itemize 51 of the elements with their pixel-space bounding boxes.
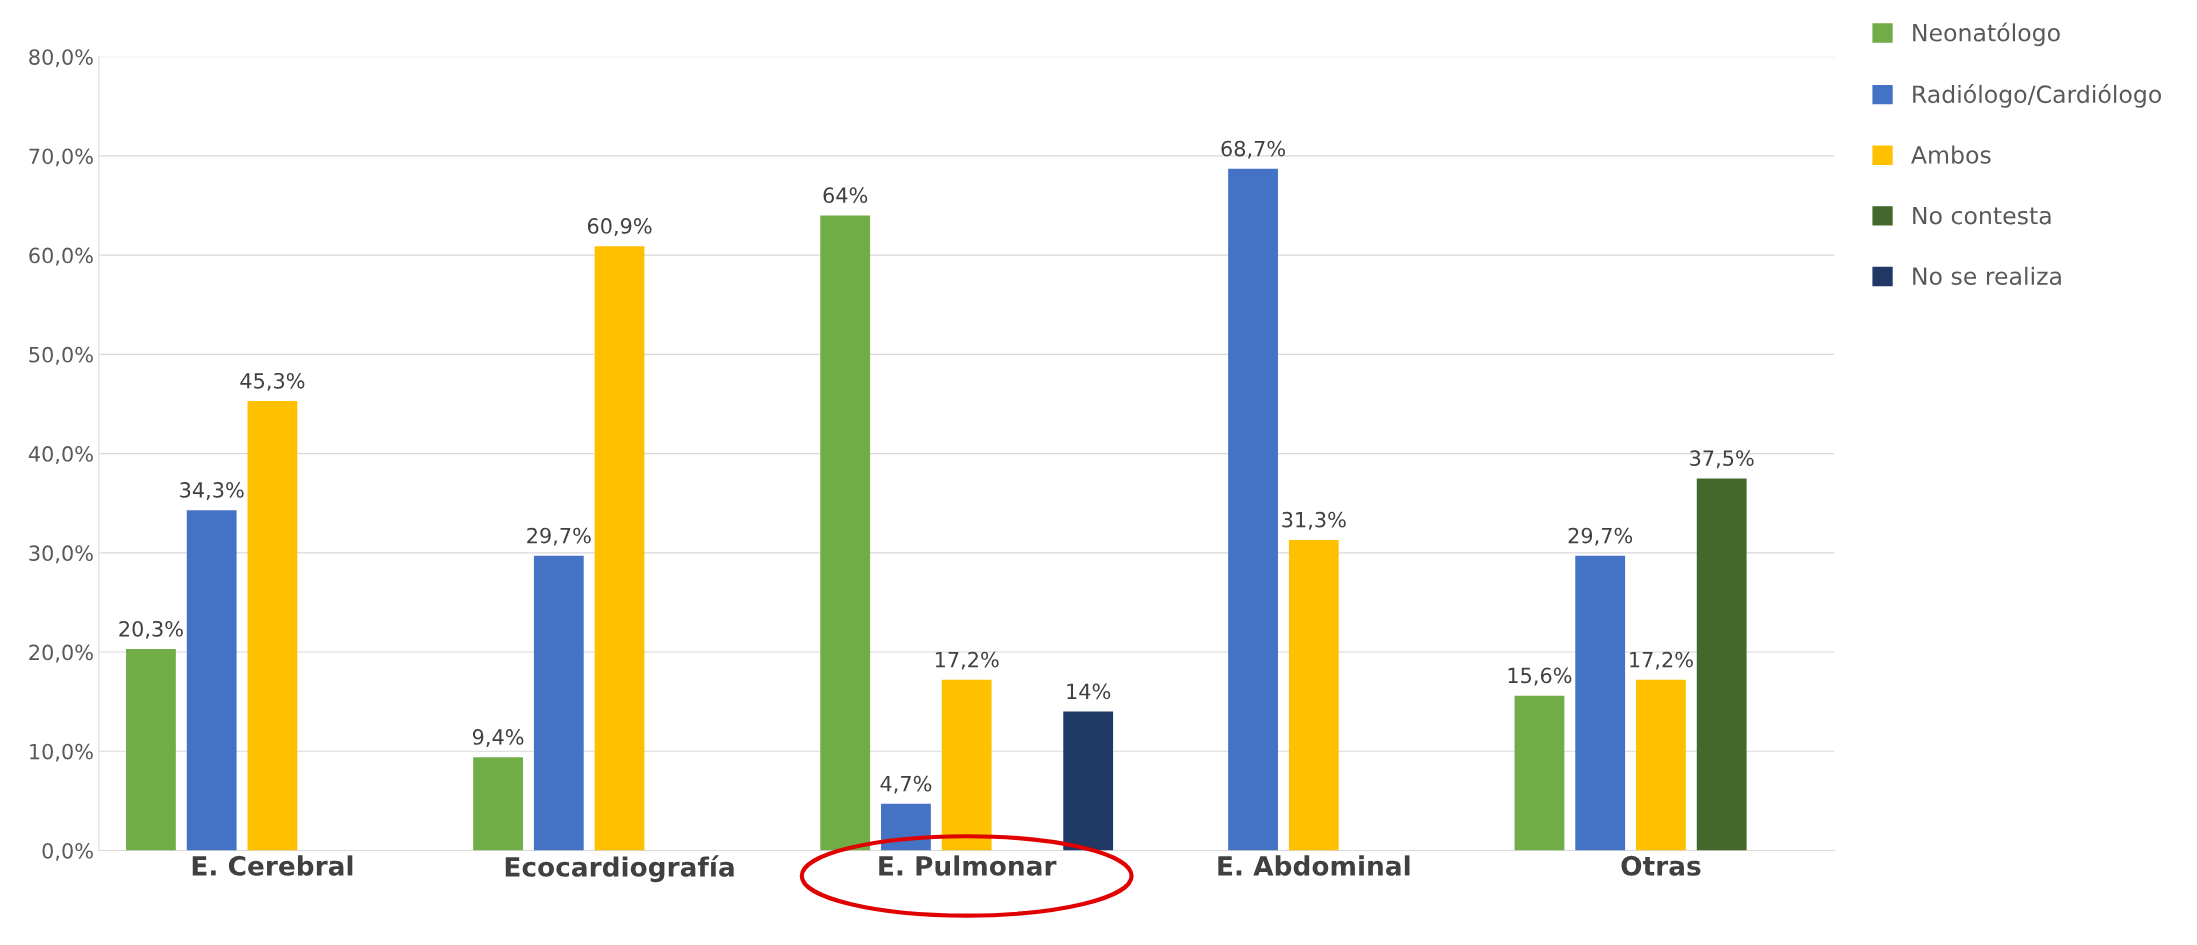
x-tick-label: Otras xyxy=(1621,855,1701,876)
bar xyxy=(1514,695,1565,851)
data-label: 4,7% xyxy=(880,775,932,794)
data-label: 29,7% xyxy=(1568,527,1633,546)
y-tick-label: 40,0% xyxy=(28,446,93,464)
bar xyxy=(941,679,992,851)
data-label: 64% xyxy=(823,187,868,204)
y-tick-label: 70,0% xyxy=(29,148,93,167)
bar xyxy=(594,246,645,851)
y-tick-label: 60,0% xyxy=(29,247,93,266)
x-tick-label: E. Abdominal xyxy=(1218,855,1410,876)
x-tick-label: Ecocardiografía xyxy=(505,855,734,883)
legend-label: No se realiza xyxy=(1913,266,2061,286)
bar xyxy=(1228,168,1278,851)
bar xyxy=(186,510,237,851)
x-tick-label: E. Cerebral xyxy=(192,855,353,876)
y-tick-label: 80,0% xyxy=(29,49,93,68)
data-label: 17,2% xyxy=(935,651,999,670)
data-label: 14% xyxy=(1067,683,1111,700)
legend-label: Ambos xyxy=(1911,145,1991,164)
data-label: 45,3% xyxy=(240,372,305,391)
bar xyxy=(533,555,584,851)
legend-label: Neonatólogo xyxy=(1913,22,2060,47)
bar xyxy=(1063,711,1114,851)
x-tick-label: E. Pulmonar xyxy=(879,855,1057,876)
data-label: 37,5% xyxy=(1690,450,1754,469)
bar xyxy=(1696,478,1747,851)
y-tick-label: 0,0% xyxy=(42,842,93,861)
bar xyxy=(881,803,931,851)
data-label: 31,3% xyxy=(1282,511,1346,530)
legend-label: Radiólogo/Cardiólogo xyxy=(1913,83,2161,108)
y-tick-label: 20,0% xyxy=(29,644,93,663)
data-label: 15,6% xyxy=(1508,667,1572,686)
bar xyxy=(247,401,298,851)
bar xyxy=(1288,539,1339,851)
y-tick-label: 10,0% xyxy=(30,743,93,762)
data-label: 68,7% xyxy=(1221,140,1285,159)
data-label: 9,4% xyxy=(472,729,524,747)
y-tick-label: 50,0% xyxy=(29,346,93,365)
bar xyxy=(126,649,176,851)
bar xyxy=(820,215,871,851)
y-tick-label: 30,0% xyxy=(29,545,93,564)
data-label: 20,3% xyxy=(119,620,183,639)
data-label: 17,2% xyxy=(1630,651,1693,670)
bar xyxy=(1575,555,1626,851)
bar xyxy=(1636,679,1686,851)
data-label: 29,7% xyxy=(527,527,591,546)
bar xyxy=(473,757,523,851)
data-label: 34,3% xyxy=(180,482,244,500)
legend-label: No contesta xyxy=(1913,206,2051,225)
data-label: 60,9% xyxy=(587,218,652,236)
